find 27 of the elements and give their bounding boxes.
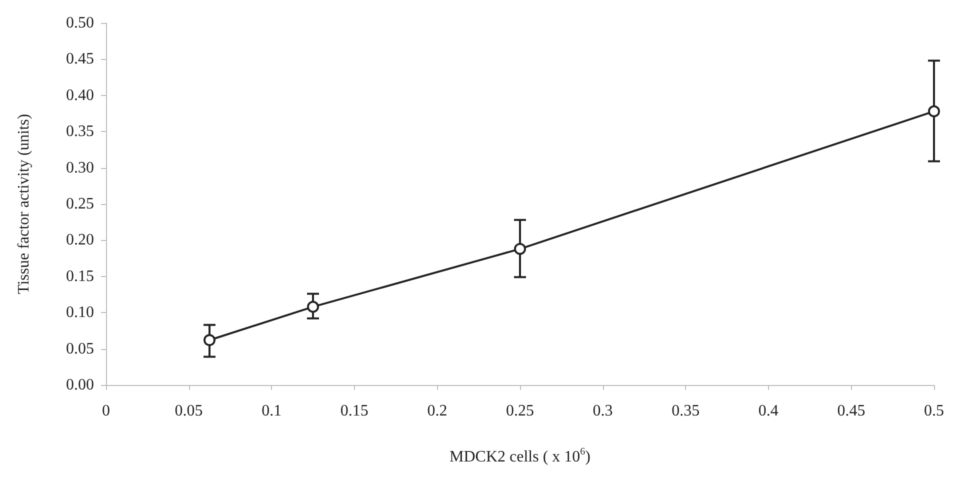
- x-tick-label: 0.25: [506, 402, 534, 420]
- y-tick-label: 0.00: [66, 376, 94, 394]
- point: [928, 105, 940, 118]
- x-tick-label: 0.3: [592, 402, 613, 420]
- x-tick-label: 0.05: [174, 402, 203, 420]
- y-tick-label: 0.05: [66, 340, 94, 358]
- x-tick-label: 0.45: [837, 402, 866, 420]
- y-tick-label: 0.10: [66, 304, 94, 322]
- x-tick-label: 0.1: [262, 402, 282, 420]
- point: [514, 242, 526, 255]
- y-tick-label: 0.50: [66, 14, 94, 32]
- x-tick-label: 0.2: [427, 402, 448, 420]
- y-tick-label: 0.35: [66, 123, 94, 140]
- y-tick-label: 0.40: [66, 86, 94, 104]
- y-tick-label: 0.25: [66, 196, 94, 212]
- x-tick-label: 0.5: [924, 402, 944, 420]
- x-tick-label: 0.15: [340, 402, 368, 420]
- x-tick-label: 0.4: [758, 402, 778, 420]
- y-tick-label: 0.20: [66, 232, 94, 249]
- y-axis-title: Tissue factor activity (units): [16, 114, 32, 294]
- y-tick-label: 0.45: [66, 50, 94, 68]
- x-tick-label: 0.35: [672, 402, 700, 420]
- y-tick-label: 0.15: [66, 268, 94, 285]
- point: [307, 300, 319, 313]
- point: [204, 334, 216, 346]
- x-tick-label: 0: [102, 402, 110, 420]
- y-tick-label: 0.30: [66, 159, 94, 176]
